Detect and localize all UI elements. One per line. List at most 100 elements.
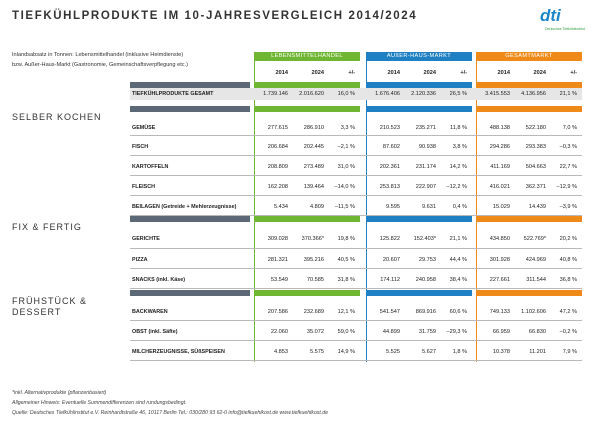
column-header: +/- [348,70,355,76]
logo-subtitle: Deutsches Tiefkühlinstitut [545,27,585,31]
cell: 53.549 [270,277,288,283]
section-label: SELBER KOCHEN [12,112,102,122]
row-label: FLEISCH [132,184,156,190]
cell: 9.595 [386,204,400,210]
cell: 22.060 [270,329,288,335]
cell: 253.813 [379,184,400,190]
divider [476,216,582,222]
group-header: LEBENSMITTELHANDEL [254,52,360,61]
cell: –0,3 % [559,144,577,150]
cell: 206.684 [267,144,288,150]
cell: 10.378 [492,349,510,355]
cell: 286.910 [303,124,324,131]
cell: 31.759 [418,329,436,335]
cell: 240.958 [415,277,436,283]
row-line [130,320,582,321]
cell: –12,2 % [446,184,467,190]
cell: 2.120.336 [411,91,436,97]
note: Inlandsabsatz in Tonnen: Lebensmittelhan… [12,52,184,58]
row-label: GERICHTE [132,236,160,242]
divider [254,216,360,222]
divider [476,82,582,88]
cell: 38,4 % [449,277,467,283]
cell: 309.028 [267,236,288,242]
note: bzw. Außer-Haus-Markt (Gastronomie, Geme… [12,62,188,68]
cell: 277.615 [267,124,288,131]
cell: 4.853 [274,349,288,355]
cell: 5.434 [274,204,288,210]
cell: 44,4 % [449,257,467,263]
cell: 231.174 [415,164,436,170]
cell: 21,1 % [559,91,577,97]
cell: 29.753 [418,257,436,263]
cell: 3,8 % [452,144,467,150]
divider [130,106,250,112]
cell: 416.021 [489,184,510,190]
cell: 40,8 % [559,257,577,263]
row-line [130,288,582,289]
row-label: GEMÜSE [132,124,156,131]
divider [476,290,582,296]
section-label: FRÜHSTÜCK & DESSERT [12,296,88,317]
cell: –29,3 % [446,329,467,335]
cell: 40,5 % [337,257,355,263]
cell: –14,0 % [334,184,355,190]
divider [254,290,360,296]
cell: 1.739.146 [263,91,288,97]
cell: 749.133 [489,309,510,315]
divider [130,82,250,88]
cell: 869.916 [415,309,436,315]
cell: 14,2 % [449,164,467,170]
column-header: 2014 [275,70,288,76]
cell: 152.403* [413,236,436,242]
group-header: GESAMTMARKT [476,52,582,61]
row-line [130,175,582,176]
cell: 504.663 [525,164,546,170]
cell: 11.201 [529,349,546,355]
divider [366,216,472,222]
cell: 434.850 [489,236,510,242]
row-line [130,248,582,249]
divider [130,290,250,296]
cell: 5.525 [386,349,400,355]
row-line [130,155,582,156]
title: TIEFKÜHLPRODUKTE IM 10-JAHRESVERGLEICH 2… [12,10,418,22]
cell: 227.661 [489,277,510,283]
divider [366,106,472,112]
row-label: FISCH [132,144,149,150]
cell: 294.286 [489,144,510,150]
cell: 60,6 % [449,309,467,315]
cell: 222.907 [415,184,436,190]
column-header: 2024 [311,70,324,76]
cell: 59,0 % [337,329,355,335]
cell: 21,1 % [449,236,467,242]
row-label: TIEFKÜHLPRODUKTE GESAMT [132,91,214,97]
cell: 362.371 [525,184,546,190]
logo: dti [540,6,561,25]
cell: 1.676.406 [375,91,400,97]
cell: 488.138 [489,124,510,131]
row-line [130,135,582,136]
divider [366,290,472,296]
cell: 5.575 [310,349,324,355]
group-line [366,52,367,362]
cell: 1,8 % [452,349,467,355]
section-label: FIX & FERTIG [12,222,82,232]
cell: 31,0 % [337,164,355,170]
cell: 70.585 [306,277,324,283]
cell: 232.689 [303,309,324,315]
cell: 202.361 [379,164,400,170]
cell: 235.271 [415,124,436,131]
cell: 36,8 % [559,277,577,283]
cell: 5.627 [422,349,436,355]
row-label: OBST (inkl. Säfte) [132,329,178,335]
cell: 4.136.956 [521,91,546,97]
cell: 11,8 % [450,124,467,131]
cell: 26,5 % [449,91,467,97]
cell: 281.321 [267,257,288,263]
cell: 7,0 % [562,124,577,131]
cell: 2.016.620 [299,91,324,97]
row-label: BEILAGEN (Getreide + Mehlerzeugnisse) [132,204,237,210]
cell: 174.112 [380,277,400,283]
